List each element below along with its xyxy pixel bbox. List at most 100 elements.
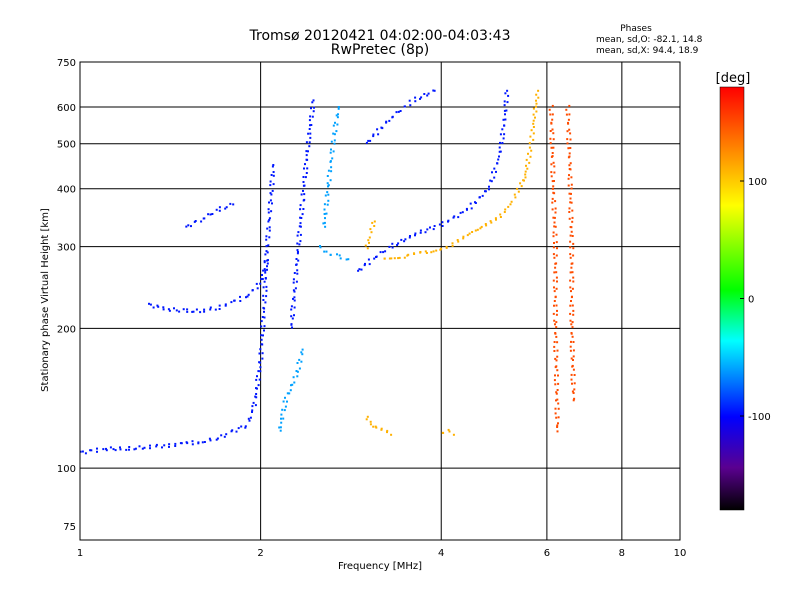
data-point: [369, 420, 372, 423]
data-point: [297, 231, 300, 234]
data-point: [269, 199, 272, 202]
data-point: [555, 254, 558, 257]
data-point: [262, 306, 265, 309]
data-point: [174, 445, 177, 447]
data-point: [271, 202, 273, 205]
data-point: [263, 316, 266, 319]
data-point: [220, 434, 223, 437]
data-point: [300, 193, 303, 196]
data-point: [261, 352, 264, 355]
data-point: [549, 142, 552, 145]
data-point: [264, 269, 267, 272]
data-point: [503, 104, 506, 107]
data-point: [214, 308, 217, 311]
data-point: [568, 192, 571, 195]
data-point: [553, 319, 556, 322]
colorbar-tick-label: 0: [748, 295, 754, 306]
data-point: [141, 447, 144, 450]
data-point: [557, 374, 559, 377]
data-point: [330, 140, 333, 143]
data-point: [555, 321, 558, 324]
data-point: [484, 190, 487, 193]
data-point: [267, 208, 270, 211]
data-point: [552, 146, 555, 149]
data-point: [495, 218, 497, 221]
data-point: [528, 146, 531, 149]
data-point: [270, 174, 273, 176]
data-point: [209, 213, 212, 216]
data-point: [326, 175, 329, 177]
grid: [80, 62, 680, 540]
data-point: [503, 100, 506, 103]
data-point: [469, 202, 472, 205]
data-point: [345, 258, 348, 261]
data-point: [569, 271, 572, 274]
data-point: [326, 182, 329, 185]
x-tick-label: 2: [257, 548, 263, 559]
data-point: [119, 448, 122, 451]
data-point: [303, 198, 306, 201]
data-point: [557, 407, 560, 410]
data-point: [261, 316, 264, 318]
data-point: [319, 246, 322, 249]
data-point: [105, 449, 108, 452]
data-point: [532, 113, 535, 116]
data-point: [306, 167, 309, 170]
data-point: [429, 226, 431, 229]
data-point: [240, 425, 243, 428]
data-point: [149, 447, 151, 450]
data-point: [553, 300, 556, 302]
data-point: [522, 179, 525, 182]
data-point: [260, 334, 263, 337]
data-point: [382, 251, 385, 254]
data-point: [496, 162, 499, 165]
data-point: [335, 130, 338, 133]
y-axis-label: Stationary phase Virtual Height [km]: [40, 208, 51, 392]
data-point: [288, 392, 291, 395]
data-point: [569, 240, 572, 243]
data-point: [168, 445, 170, 448]
data-point: [447, 428, 450, 431]
data-point: [262, 269, 265, 272]
data-point: [520, 185, 523, 188]
data-point: [571, 209, 574, 212]
data-point: [79, 450, 82, 453]
data-point: [532, 126, 535, 128]
data-point: [232, 203, 235, 206]
data-point: [267, 211, 270, 214]
data-point: [278, 426, 281, 429]
data-point: [397, 257, 400, 260]
data-point: [332, 132, 335, 135]
data-point: [155, 445, 158, 448]
data-point: [498, 150, 501, 153]
data-point: [556, 341, 559, 344]
data-point: [200, 220, 203, 223]
data-point: [554, 266, 557, 269]
data-point: [323, 203, 326, 206]
data-point: [555, 271, 558, 274]
data-point: [555, 416, 558, 419]
data-point: [293, 306, 296, 309]
data-point: [384, 250, 387, 253]
data-point: [251, 405, 254, 408]
data-point: [555, 391, 558, 394]
data-point: [255, 282, 258, 285]
data-point: [491, 171, 493, 174]
data-point: [552, 231, 555, 234]
data-point: [173, 307, 175, 310]
data-point: [555, 392, 558, 395]
data-point: [246, 295, 249, 298]
data-point: [488, 188, 490, 191]
data-point: [461, 211, 464, 214]
data-point: [572, 341, 575, 343]
data-point: [535, 93, 538, 96]
data-point: [499, 213, 502, 216]
data-point: [337, 113, 339, 116]
data-point: [272, 171, 275, 173]
data-point: [244, 425, 247, 428]
data-point: [302, 189, 304, 192]
data-point: [510, 200, 513, 203]
data-point: [529, 155, 532, 158]
data-point: [517, 190, 520, 193]
data-point: [300, 351, 303, 354]
